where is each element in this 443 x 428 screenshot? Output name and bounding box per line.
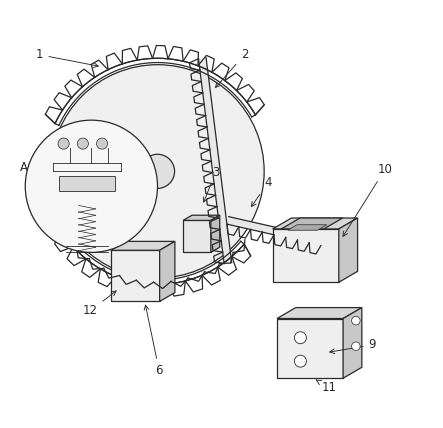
Text: 1: 1 bbox=[36, 48, 98, 68]
Circle shape bbox=[352, 342, 360, 351]
Circle shape bbox=[78, 138, 89, 149]
Circle shape bbox=[352, 316, 360, 325]
Text: 4: 4 bbox=[251, 176, 272, 207]
Text: 11: 11 bbox=[316, 380, 337, 394]
Polygon shape bbox=[183, 220, 211, 253]
Text: 9: 9 bbox=[330, 339, 376, 354]
Polygon shape bbox=[198, 58, 232, 264]
Text: 10: 10 bbox=[343, 163, 392, 236]
Polygon shape bbox=[277, 318, 343, 378]
Circle shape bbox=[97, 138, 108, 149]
Circle shape bbox=[295, 332, 307, 344]
Polygon shape bbox=[227, 217, 323, 246]
Circle shape bbox=[295, 355, 307, 367]
Polygon shape bbox=[339, 218, 358, 282]
Polygon shape bbox=[111, 250, 159, 301]
Polygon shape bbox=[273, 218, 358, 229]
Circle shape bbox=[51, 65, 264, 278]
Polygon shape bbox=[159, 241, 175, 301]
Polygon shape bbox=[59, 175, 115, 190]
Polygon shape bbox=[211, 215, 220, 253]
Polygon shape bbox=[273, 229, 339, 282]
Polygon shape bbox=[288, 225, 327, 230]
Text: 12: 12 bbox=[83, 291, 116, 317]
Text: 3: 3 bbox=[203, 166, 219, 202]
Polygon shape bbox=[277, 308, 362, 318]
Polygon shape bbox=[281, 218, 342, 229]
Circle shape bbox=[25, 120, 158, 253]
Text: A: A bbox=[20, 161, 45, 202]
Text: 6: 6 bbox=[144, 305, 163, 377]
Text: 2: 2 bbox=[215, 48, 248, 87]
Circle shape bbox=[58, 138, 69, 149]
Polygon shape bbox=[183, 215, 220, 220]
Polygon shape bbox=[343, 308, 362, 378]
Circle shape bbox=[140, 154, 175, 188]
Polygon shape bbox=[111, 241, 175, 250]
